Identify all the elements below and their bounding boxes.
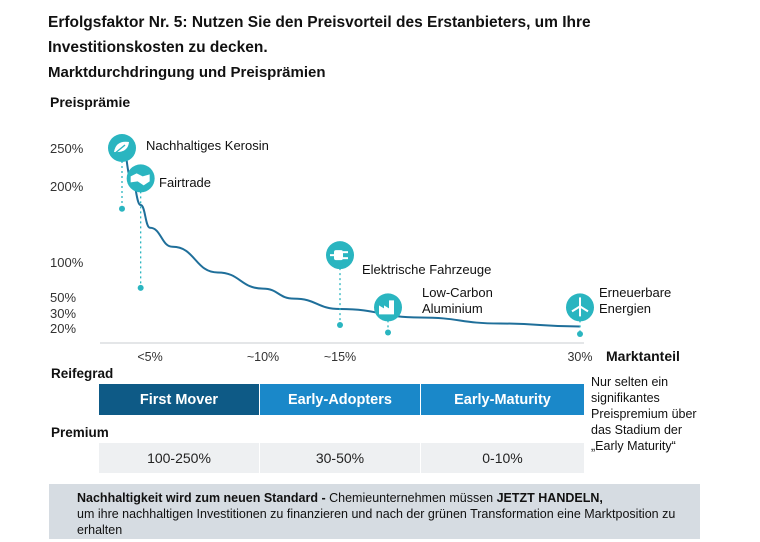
side-note: Nur selten ein signifikantes Preispremiu…	[591, 375, 697, 453]
label-line: Aluminium	[422, 301, 483, 316]
chart-subtitle: Marktdurchdringung und Preisprämien	[48, 64, 326, 81]
premium-curve	[121, 141, 581, 328]
marker-plug: Elektrische Fahrzeuge	[326, 241, 491, 328]
handshake-icon	[130, 173, 150, 186]
marker-factory: Low-Carbon Aluminium	[374, 285, 493, 336]
marker-dot	[137, 284, 144, 291]
stage-early-maturity: Early-Maturity	[421, 384, 584, 415]
premium-early-adopters: 30-50%	[260, 443, 420, 473]
marker-dot	[385, 329, 391, 336]
marker-leaf: Nachhaltiges Kerosin	[108, 134, 269, 212]
x-tick-label: <5%	[137, 350, 162, 364]
x-tick-label: 30%	[567, 350, 592, 364]
factory-shape	[379, 300, 394, 315]
marker-label: Low-Carbon Aluminium	[422, 285, 493, 316]
marker-dot	[337, 322, 343, 328]
marker-label: Fairtrade	[159, 175, 211, 190]
factory-icon	[379, 300, 394, 315]
y-axis-label: Preisprämie	[50, 94, 130, 110]
reifegrad-label: Reifegrad	[51, 366, 114, 381]
premium-first-mover: 100-250%	[99, 443, 259, 473]
price-premium-chart: PreisprämieMarktanteil250%200%100%50%30%…	[50, 94, 680, 364]
leaf-vein	[113, 144, 126, 155]
banner-bold-2: JETZT HANDELN,	[496, 491, 603, 505]
y-tick-label: 100%	[50, 255, 84, 270]
label-line: Low-Carbon	[422, 285, 493, 300]
turbine-blade	[571, 305, 581, 313]
y-tick-label: 20%	[50, 321, 76, 336]
marker-label: Elektrische Fahrzeuge	[362, 262, 491, 277]
y-tick-label: 30%	[50, 306, 76, 321]
banner-bold-1: Nachhaltigkeit wird zum neuen Standard -	[77, 491, 326, 505]
premium-early-maturity: 0-10%	[421, 443, 584, 473]
banner-text-1: Chemieunternehmen müssen	[325, 491, 497, 505]
marker-wind-turbine: Erneuerbare Energien	[566, 285, 671, 337]
x-tick-label: ~15%	[324, 350, 356, 364]
marker-handshake: Fairtrade	[126, 164, 211, 291]
stage-first-mover: First Mover	[99, 384, 259, 415]
call-to-action-banner: Nachhaltigkeit wird zum neuen Standard -…	[49, 484, 700, 539]
y-tick-label: 250%	[50, 141, 84, 156]
wind-turbine-icon	[571, 297, 589, 317]
marker-dot	[577, 331, 583, 337]
x-axis-label: Marktanteil	[606, 348, 680, 364]
y-tick-label: 50%	[50, 290, 76, 305]
marker-badge	[374, 293, 402, 322]
premium-label: Premium	[51, 425, 109, 440]
marker-dot	[119, 205, 125, 212]
handshake-shape	[130, 173, 150, 186]
plug-body	[334, 250, 343, 261]
title-line-2: Investitionskosten zu decken.	[48, 39, 268, 56]
marker-label: Nachhaltiges Kerosin	[146, 138, 269, 153]
leaf-icon	[113, 141, 129, 155]
plug-icon	[330, 250, 348, 261]
label-line: Energien	[599, 301, 651, 316]
y-tick-label: 200%	[50, 179, 84, 194]
leaf-shape	[114, 141, 129, 153]
label-line: Erneuerbare	[599, 285, 671, 300]
title-line-1: Erfolgsfaktor Nr. 5: Nutzen Sie den Prei…	[48, 14, 591, 31]
marker-label: Erneuerbare Energien	[599, 285, 671, 316]
x-tick-label: ~10%	[247, 350, 279, 364]
stage-early-adopters: Early-Adopters	[260, 384, 420, 415]
banner-text-2: um ihre nachhaltigen Investitionen zu fi…	[77, 507, 676, 537]
turbine-blade	[579, 305, 589, 313]
